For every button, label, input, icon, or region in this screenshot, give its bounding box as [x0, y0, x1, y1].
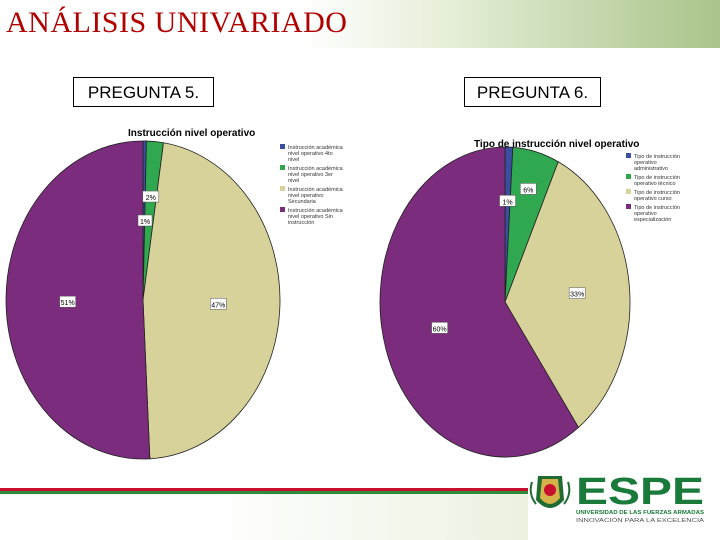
data-label: 60%	[433, 326, 447, 333]
legend-label: Instrucción académica nivel operativo 3er…	[288, 166, 344, 184]
legend-label: Tipo de instrucción operativo técnico	[634, 175, 680, 187]
data-label-box	[499, 195, 516, 207]
logo-subtitle: UNIVERSIDAD DE LAS FUERZAS ARMADAS	[576, 510, 704, 516]
legend-label: Tipo de instrucción operativo administrati…	[634, 154, 680, 172]
question-6-label: PREGUNTA 6.	[464, 77, 601, 107]
data-label-box	[431, 322, 448, 334]
pie-slice-3	[504, 161, 631, 429]
legend-swatch	[626, 153, 631, 158]
data-label: 1%	[140, 219, 150, 226]
data-label: 51%	[61, 300, 75, 307]
chart-title: Tipo de instrucción nivel operativo	[474, 139, 639, 150]
legend-swatch	[280, 165, 285, 170]
legend-label: Tipo de instrucción operativo curso	[634, 190, 680, 202]
footer-stripe	[0, 488, 528, 494]
logo-wordmark: ESPE	[576, 471, 704, 513]
data-label-box	[137, 214, 153, 227]
data-label: 47%	[211, 302, 225, 309]
logo-tagline: INNOVACIÓN PARA LA EXCELENCIA	[576, 517, 705, 524]
data-label-box	[59, 295, 76, 308]
espe-logo: ESPE UNIVERSIDAD DE LAS FUERZAS ARMADAS …	[529, 471, 705, 524]
data-label-box	[210, 298, 227, 310]
legend-swatch	[626, 204, 631, 209]
data-label-box	[520, 183, 537, 195]
chart-title: Instrucción nivel operativo	[128, 128, 255, 139]
legend-swatch	[626, 174, 631, 179]
data-label: 33%	[570, 292, 584, 299]
data-label: 6%	[523, 187, 533, 194]
slide-title: ANÁLISIS UNIVARIADO	[6, 6, 348, 39]
pie-slice-4	[5, 140, 151, 460]
data-label: 2%	[146, 195, 156, 202]
data-label-box	[142, 190, 160, 203]
question-5-label: PREGUNTA 5.	[73, 77, 214, 107]
legend-swatch	[280, 186, 285, 191]
legend-label: Instrucción académica nivel operativo Sin…	[288, 208, 344, 226]
legend-label: Instrucción académica nivel operativo Secu…	[288, 187, 344, 205]
pie-slice-4	[379, 146, 579, 458]
legend-swatch	[280, 144, 285, 149]
seal-icon	[529, 476, 571, 508]
legend-label: Tipo de instrucción operativo especializac…	[634, 205, 680, 223]
header-band	[0, 0, 720, 48]
legend-swatch	[280, 207, 285, 212]
data-label-box	[568, 287, 586, 299]
legend-label: Instrucción académica nivel operativo 4to…	[288, 145, 344, 163]
data-label: 1%	[502, 199, 512, 206]
legend-swatch	[626, 189, 631, 194]
footer-band	[0, 494, 528, 540]
